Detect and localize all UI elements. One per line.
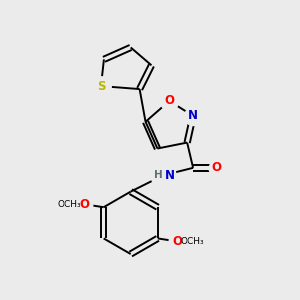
Text: H: H [154,170,162,180]
Text: S: S [97,80,105,93]
Text: OCH₃: OCH₃ [57,200,81,209]
Text: O: O [172,235,182,248]
Text: N: N [188,109,198,122]
Text: O: O [79,198,89,211]
Text: OCH₃: OCH₃ [181,237,204,246]
Text: N: N [165,169,175,182]
Text: O: O [164,94,174,107]
Text: O: O [212,161,222,174]
